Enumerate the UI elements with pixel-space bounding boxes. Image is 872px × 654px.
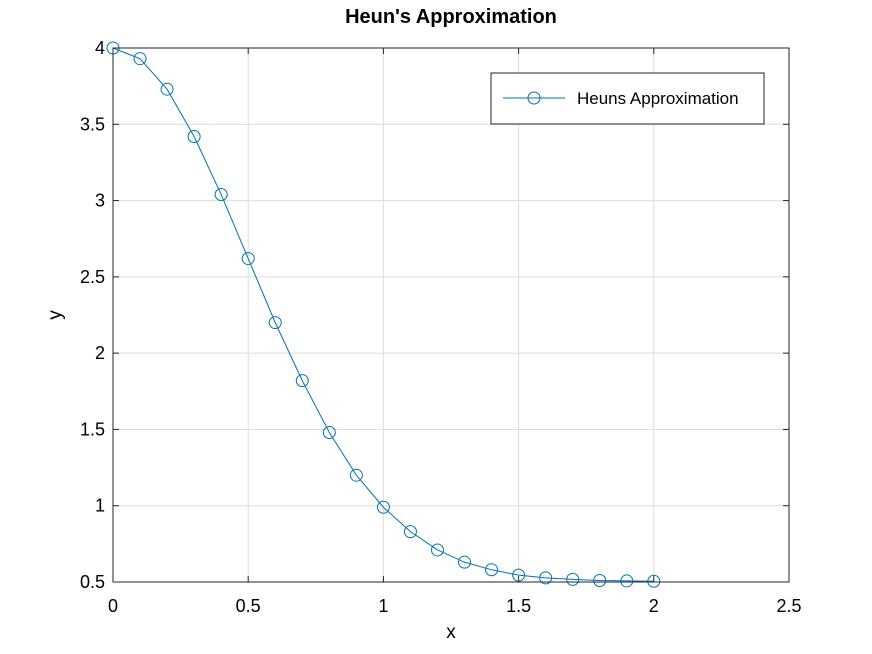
- series-layer: [106, 41, 661, 588]
- y-axis-label: y: [45, 310, 66, 320]
- chart-title: Heun's Approximation: [345, 6, 557, 28]
- data-point: [187, 129, 201, 143]
- data-point: [133, 52, 147, 66]
- y-tick-label: 2: [95, 343, 105, 363]
- x-axis-label: x: [446, 622, 456, 643]
- data-point: [160, 82, 174, 96]
- data-point: [376, 500, 390, 514]
- data-point: [349, 468, 363, 482]
- x-tick-label: 0.5: [236, 596, 261, 616]
- data-point: [485, 563, 499, 577]
- data-point: [647, 574, 661, 588]
- plot-background: [113, 48, 789, 582]
- legend: Heuns Approximation: [490, 72, 765, 125]
- y-tick-label: 4: [95, 38, 105, 58]
- legend-entry-label: Heuns Approximation: [577, 89, 739, 108]
- y-tick-label: 1.5: [80, 419, 105, 439]
- data-point: [620, 574, 634, 588]
- x-tick-label: 2: [649, 596, 659, 616]
- data-point: [593, 573, 607, 587]
- data-point: [241, 252, 255, 266]
- x-tick-label: 1: [378, 596, 388, 616]
- data-point: [430, 543, 444, 557]
- data-point: [295, 374, 309, 388]
- y-tick-label: 2.5: [80, 267, 105, 287]
- data-point: [214, 187, 228, 201]
- data-point: [458, 555, 472, 569]
- x-tick-label: 0: [108, 596, 118, 616]
- y-tick-label: 0.5: [80, 572, 105, 592]
- data-point: [268, 316, 282, 330]
- ticks: 0 0.5 1 1.5 2 2.50.511.522.533.54: [80, 38, 802, 616]
- y-tick-label: 3.5: [80, 114, 105, 134]
- x-tick-label: 1.5: [506, 596, 531, 616]
- y-tick-label: 1: [95, 496, 105, 516]
- series-line: [112, 47, 654, 582]
- data-point: [322, 425, 336, 439]
- data-point: [539, 571, 553, 585]
- data-point: [566, 572, 580, 586]
- legend-marker-sample: [527, 91, 541, 105]
- y-tick-label: 3: [95, 191, 105, 211]
- plot-frame: [112, 47, 790, 583]
- data-point: [403, 525, 417, 539]
- x-tick-label: 2.5: [776, 596, 801, 616]
